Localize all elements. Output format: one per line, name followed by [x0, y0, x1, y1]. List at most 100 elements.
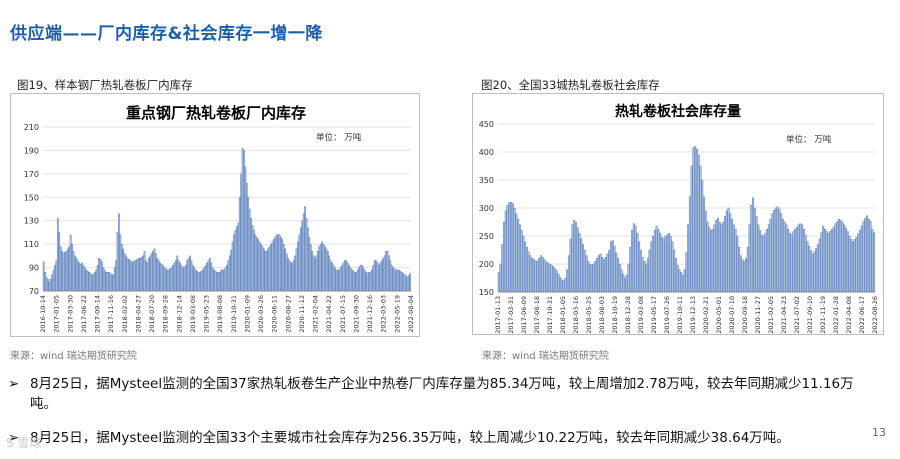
bar [681, 274, 684, 293]
bar [611, 240, 614, 293]
bar [216, 272, 218, 292]
bar [378, 265, 380, 292]
unit-label: 单位： 万吨 [786, 134, 832, 145]
bar [183, 267, 186, 292]
bar [295, 248, 298, 292]
bar [613, 245, 616, 293]
bar [559, 277, 562, 293]
bar [248, 208, 251, 292]
bar [841, 221, 844, 293]
bar [520, 230, 523, 293]
bar [657, 229, 660, 293]
bar [373, 260, 376, 292]
bar [386, 250, 389, 292]
bar [718, 221, 721, 293]
bar [119, 234, 122, 292]
bar [525, 246, 528, 293]
bar [406, 276, 409, 292]
bar [145, 260, 147, 292]
bar [189, 255, 191, 292]
figure-20-caption: 图20、全国33城热轧卷板社会库存 [481, 78, 660, 92]
bar [864, 217, 867, 293]
bar [298, 234, 301, 292]
bar [162, 265, 164, 292]
bar [326, 250, 329, 292]
bar [850, 239, 853, 293]
bar [258, 241, 261, 292]
bar [648, 249, 651, 293]
bar [587, 260, 590, 293]
bar [692, 147, 695, 293]
bar [773, 210, 776, 293]
bar [96, 265, 99, 292]
bar [220, 269, 223, 292]
bar [501, 244, 504, 293]
bar [317, 250, 319, 292]
bar [553, 268, 556, 293]
bar [843, 224, 846, 293]
bar [869, 221, 872, 293]
bar [250, 218, 252, 292]
bar [527, 251, 530, 293]
bar [760, 234, 763, 293]
bar [99, 259, 102, 292]
bar [57, 218, 59, 292]
bar [157, 260, 160, 292]
bar [503, 221, 506, 293]
bar [690, 165, 693, 293]
bar [58, 232, 61, 292]
x-tick-label: 2017-03-31 [507, 296, 515, 334]
x-tick-label: 2019-05-17 [650, 296, 658, 334]
x-tick-label: 2017-11-16 [107, 295, 115, 333]
bar [315, 255, 318, 292]
bar [328, 255, 331, 292]
bar [245, 183, 248, 292]
bar [804, 234, 807, 293]
bar [871, 229, 874, 293]
bar [257, 239, 260, 292]
bar [307, 227, 309, 292]
bullet-arrow-icon: ➢ [8, 430, 20, 446]
bar [620, 269, 623, 293]
bar [517, 218, 520, 293]
bar [278, 234, 281, 292]
bar [834, 223, 837, 293]
bar [610, 241, 613, 293]
bar [606, 253, 609, 293]
bar [566, 269, 569, 293]
bar [405, 275, 407, 292]
bar [213, 269, 215, 292]
bar [372, 265, 375, 292]
y-tick-label: 400 [479, 148, 494, 157]
bar [247, 197, 250, 292]
bar [555, 270, 558, 293]
bar [752, 197, 755, 293]
x-tick-label: 2018-05-25 [585, 296, 593, 334]
bar [780, 213, 783, 293]
bar [787, 229, 790, 293]
x-tick-label: 2020-02-21 [702, 296, 710, 334]
bar [671, 241, 674, 293]
bar [650, 241, 653, 293]
bar [332, 265, 335, 292]
x-tick-label: 2019-10-11 [676, 296, 684, 334]
bar [534, 260, 537, 293]
bar [409, 273, 412, 292]
x-tick-label: 2019-08-08 [216, 295, 224, 333]
bar [497, 272, 500, 293]
bar [135, 260, 137, 292]
x-tick-label: 2022-06-17 [858, 296, 866, 334]
bar [808, 245, 811, 293]
x-tick-label: 2016-10-14 [39, 295, 47, 333]
bar [708, 227, 711, 293]
bar [667, 232, 670, 293]
bar [267, 248, 269, 292]
x-tick-label: 2017-06-09 [520, 296, 528, 334]
x-tick-label: 2018-02-02 [121, 295, 129, 333]
bar [581, 244, 584, 293]
bar [518, 224, 521, 293]
bar [238, 197, 241, 292]
bar [132, 261, 134, 292]
bar [221, 269, 224, 292]
y-tick-label: 150 [24, 193, 39, 202]
